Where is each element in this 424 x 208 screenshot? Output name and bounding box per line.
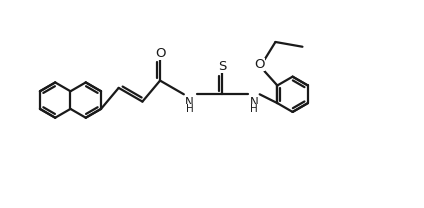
Text: H: H [186,104,194,114]
Text: N: N [249,96,258,109]
Text: O: O [155,47,165,60]
Text: H: H [250,104,258,114]
Text: N: N [185,96,194,109]
Text: S: S [218,60,226,73]
Text: O: O [254,58,265,71]
